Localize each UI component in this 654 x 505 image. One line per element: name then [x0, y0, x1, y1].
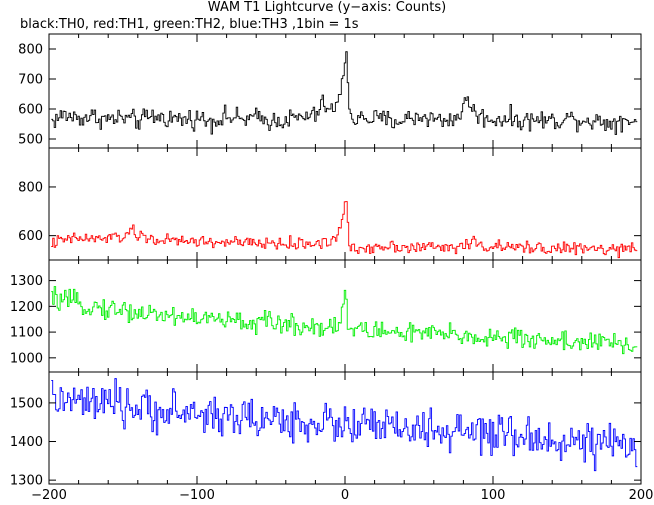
panel-th1: 600 800	[18, 147, 642, 261]
x-tick-label: −100	[179, 488, 215, 503]
y-tick-label: 600	[18, 229, 43, 244]
x-tick-labels: −200 −100 0 100 200	[31, 488, 653, 503]
x-tick-label: 100	[481, 488, 506, 503]
y-tick-label: 1300	[10, 474, 43, 489]
series-line-th3	[51, 378, 638, 472]
y-tick-label: 500	[18, 133, 43, 148]
y-tick-label: 1500	[10, 396, 43, 411]
series-line-th2	[51, 286, 638, 355]
panel-frame	[48, 147, 642, 261]
y-tick-label: 1300	[10, 274, 43, 289]
panel-frame	[48, 259, 642, 373]
y-tick-label: 800	[18, 43, 43, 58]
panel-th3: 1300 1400 1500	[10, 371, 642, 489]
panel-th2: 1000 1100 1200 1300	[10, 259, 642, 373]
panel-th0: 500 600 700 800	[18, 33, 642, 149]
chart-subtitle: black:TH0, red:TH1, green:TH2, blue:TH3 …	[20, 17, 359, 32]
series-line-th0	[51, 51, 638, 135]
panel-frame	[48, 371, 642, 485]
y-tick-label: 600	[18, 103, 43, 118]
chart-title: WAM T1 Lightcurve (y−axis: Counts)	[207, 0, 447, 15]
x-tick-label: 0	[341, 488, 349, 503]
panels: 500 600 700 800 600 800 1000 1100 1200 1300 1300 14…	[10, 33, 642, 489]
y-tick-label: 1000	[10, 351, 43, 366]
x-tick-label: −200	[31, 488, 67, 503]
panel-frame	[48, 33, 642, 149]
y-tick-label: 1100	[10, 326, 43, 341]
x-tick-label: 200	[629, 488, 654, 503]
y-tick-label: 1200	[10, 300, 43, 315]
series-line-th1	[51, 201, 638, 259]
y-tick-label: 700	[18, 73, 43, 88]
y-tick-label: 800	[18, 180, 43, 195]
y-tick-label: 1400	[10, 435, 43, 450]
